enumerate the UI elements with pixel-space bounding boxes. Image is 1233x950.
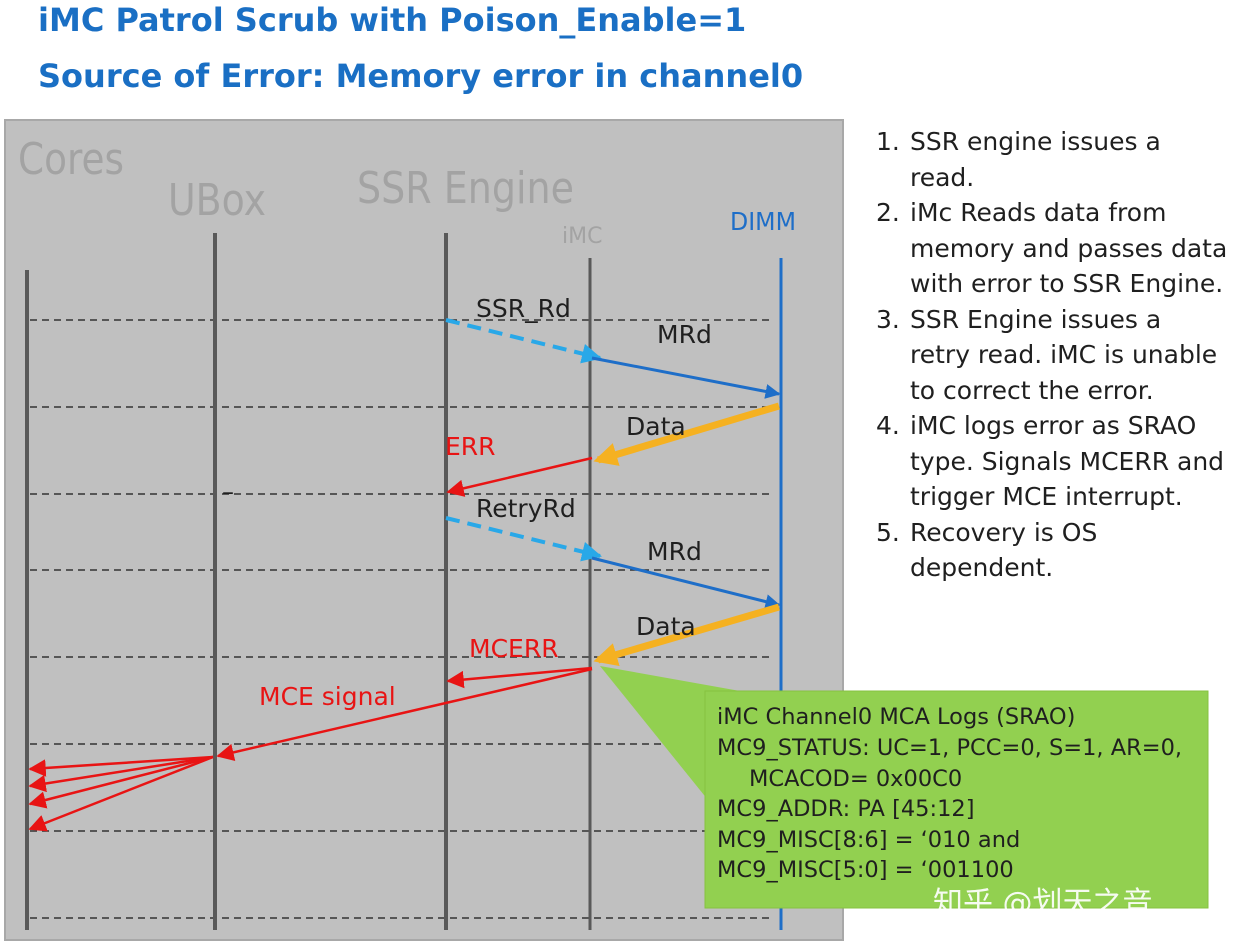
mcerr-label: MCERR	[469, 634, 559, 663]
mca-log-callout: iMC Channel0 MCA Logs (SRAO) MC9_STATUS:…	[600, 666, 1209, 909]
mce-signal-arrow	[216, 667, 593, 761]
callout-line: MCACOD= 0x00C0	[749, 766, 962, 792]
retry-rd-arrow	[445, 516, 602, 562]
step-number: 1.	[876, 127, 900, 156]
callout-line: MC9_ADDR: PA [45:12]	[717, 796, 974, 822]
retry-rd-label: RetryRd	[476, 494, 576, 523]
ssr-rd-label: SSR_Rd	[476, 294, 571, 323]
mcerr-arrow	[446, 666, 593, 689]
step-number: 4.	[876, 411, 900, 440]
err-arrow	[446, 456, 593, 497]
data-2-label: Data	[636, 612, 696, 641]
mce-to-core-arrow	[28, 755, 214, 777]
ssr-rd-arrow	[445, 318, 602, 364]
data-2-arrow	[593, 603, 780, 667]
step-number: 5.	[876, 517, 900, 547]
step-text: iMC logs error as SRAO type. Signals MCE…	[910, 411, 1225, 511]
step-number: 2.	[876, 198, 900, 227]
callout-line: MC9_MISC[8:6] = ‘010 and	[717, 827, 1020, 853]
step-text: SSR engine issues a read.	[910, 127, 1161, 192]
ubox-dash-mark: –	[222, 478, 234, 506]
mrd-1-arrow	[591, 356, 781, 399]
time-rows	[30, 319, 770, 919]
watermark: 知乎 @划天之音	[933, 886, 1153, 921]
imc-label: iMC	[562, 224, 602, 249]
mrd-1-label: MRd	[657, 320, 712, 349]
ssr-engine-label: SSR Engine	[357, 163, 574, 214]
dimm-label: DIMM	[730, 207, 796, 236]
steps-list: 1. SSR engine issues a read. 2. iMc Reads …	[876, 124, 1228, 586]
step-item: 5. Recovery is OS dependent.	[876, 515, 1228, 586]
step-text: Recovery is OS dependent.	[910, 517, 1098, 583]
data-1-label: Data	[626, 412, 686, 441]
cores-label: Cores	[18, 134, 124, 185]
mrd-2-arrow	[591, 556, 781, 609]
title-line-2: Source of Error: Memory error in channel…	[38, 57, 804, 95]
step-item: 2. iMc Reads data from memory and passes …	[876, 195, 1228, 302]
step-item: 1. SSR engine issues a read.	[876, 124, 1228, 195]
callout-line: iMC Channel0 MCA Logs (SRAO)	[717, 704, 1075, 730]
mce-to-core-arrow	[28, 755, 214, 793]
title-line-1: iMC Patrol Scrub with Poison_Enable=1	[38, 1, 747, 39]
step-text: iMc Reads data from memory and passes da…	[910, 198, 1228, 298]
callout-line: MC9_MISC[5:0] = ‘001100	[717, 857, 1014, 883]
diagram-panel	[4, 119, 844, 941]
ubox-label: UBox	[168, 175, 266, 226]
step-item: 4. iMC logs error as SRAO type. Signals M…	[876, 408, 1228, 515]
data-1-arrow	[593, 402, 781, 466]
mce-signal-label: MCE signal	[259, 682, 396, 711]
step-item: 3. SSR Engine issues a retry read. iMC is…	[876, 302, 1228, 409]
err-label: ERR	[445, 432, 496, 461]
step-number: 3.	[876, 304, 900, 334]
callout-line: MC9_STATUS: UC=1, PCC=0, S=1, AR=0,	[717, 735, 1182, 761]
step-text: SSR Engine issues a retry read. iMC is u…	[910, 304, 1218, 405]
mce-to-core-arrow	[28, 755, 214, 832]
mce-to-core-arrow	[28, 755, 214, 809]
mrd-2-label: MRd	[647, 537, 702, 566]
